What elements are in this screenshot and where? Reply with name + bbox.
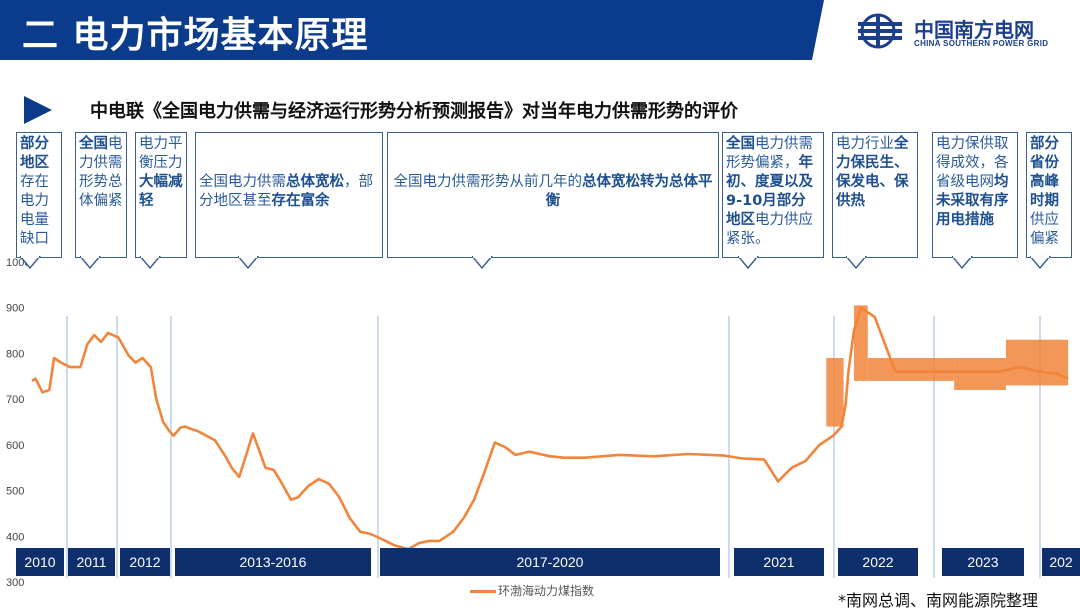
annotation-text-segment: 电力行业	[836, 136, 894, 152]
chart-legend: 环渤海动力煤指数	[470, 582, 594, 599]
period-label: 2022	[862, 554, 893, 570]
period-bar	[942, 548, 1024, 576]
series-line-coal-index	[31, 306, 1069, 551]
annotation-pointer	[1030, 256, 1051, 270]
period-bar	[734, 548, 824, 576]
period-bar	[16, 548, 64, 576]
annotation-text: 电力行业全力保民生、保发电、保供热	[836, 135, 914, 211]
annotation-text: 全国电力供需形势偏紧，年初、度夏以及9-10月部分地区电力供应紧张。	[726, 135, 820, 249]
annotation-2023: 电力保供取得成效，各省级电网均未采取有序用电措施	[932, 132, 1018, 258]
y-tick-label: 800	[6, 348, 24, 360]
page-title: 二 电力市场基本原理	[22, 15, 369, 56]
period-bar	[120, 548, 170, 576]
annotation-2024: 部分省份高峰时期供应偏紧	[1026, 132, 1072, 258]
annotation-2022: 电力行业全力保民生、保发电、保供热	[832, 132, 918, 258]
annotation-text-segment: ，部分地区甚至	[199, 174, 373, 209]
annotation-pointer	[846, 256, 867, 270]
annotation-bold-text: 均未采取有序用电措施	[936, 174, 1009, 228]
series-volatility-band	[853, 305, 868, 381]
series-volatility-band	[954, 358, 1006, 390]
period-label: 2023	[967, 554, 998, 570]
legend-label: 环渤海动力煤指数	[498, 584, 595, 598]
annotation-text-segment: 供应偏紧	[1030, 212, 1059, 247]
annotation-text: 全国电力供需形势从前几年的总体宽松转为总体平衡	[391, 173, 715, 211]
section-subtitle: 中电联《全国电力供需与经济运行形势分析预测报告》对当年电力供需形势的评价	[90, 101, 738, 122]
period-bar	[1042, 548, 1080, 576]
y-tick-label: 300	[6, 577, 24, 589]
period-bar	[68, 548, 115, 576]
annotation-pointer	[238, 256, 259, 270]
period-label: 2011	[76, 554, 106, 570]
annotation-bold-text: 大幅减轻	[139, 174, 183, 209]
annotation-pointer	[140, 256, 161, 270]
annotation-2010: 部分地区存在电力电量缺口	[16, 132, 62, 258]
source-footnote: *南网总调、南网能源院整理	[838, 591, 1039, 610]
period-bar	[175, 548, 371, 576]
annotation-bold-text: 总体宽松转为总体平衡	[545, 174, 713, 209]
annotation-pointer	[20, 256, 41, 270]
annotation-bold-text: 全力保民生、保发电、保供热	[836, 136, 909, 209]
annotation-text-segment: 电力供应紧张。	[726, 212, 813, 247]
period-label: 2017-2020	[517, 554, 584, 570]
legend-swatch	[470, 590, 496, 594]
y-tick-label: 600	[6, 440, 24, 452]
annotation-2021: 全国电力供需形势偏紧，年初、度夏以及9-10月部分地区电力供应紧张。	[722, 132, 824, 258]
y-tick-label: 900	[6, 303, 24, 315]
period-label: 202	[1049, 554, 1073, 570]
annotation-bold-text: 存在富余	[271, 193, 330, 209]
annotation-2013-2016: 全国电力供需总体宽松，部分地区甚至存在富余	[195, 132, 383, 258]
period-bar	[838, 548, 918, 576]
annotation-text-segment: 电力保供取得成效，各省级电网	[936, 136, 1009, 190]
annotation-2011: 全国电力供需形势总体偏紧	[75, 132, 127, 258]
y-tick-label: 700	[6, 394, 24, 406]
annotation-pointer	[952, 256, 973, 270]
period-label: 2021	[763, 554, 794, 570]
annotation-text-segment: 电力供需形势总体偏紧	[79, 136, 123, 209]
annotation-text: 部分地区存在电力电量缺口	[20, 135, 58, 249]
grid-logo-icon	[858, 13, 902, 49]
annotation-text: 电力平衡压力大幅减轻	[139, 135, 183, 211]
annotation-text: 部分省份高峰时期供应偏紧	[1030, 135, 1068, 249]
period-label: 2012	[129, 554, 160, 570]
annotation-text-segment: 存在电力电量缺口	[20, 174, 49, 247]
logo-english-name: CHINA SOUTHERN POWER GRID	[914, 39, 1049, 48]
annotation-bold-text: 全国	[726, 136, 755, 152]
annotation-bold-text: 全国	[79, 136, 108, 152]
period-label: 2013-2016	[240, 554, 307, 570]
annotation-pointer	[472, 256, 493, 270]
series-volatility-band	[1005, 339, 1069, 386]
logo-chinese-name: 中国南方电网	[914, 18, 1034, 42]
annotation-bold-text: 部分省份高峰时期	[1030, 136, 1059, 209]
annotation-text: 全国电力供需形势总体偏紧	[79, 135, 123, 211]
play-triangle-icon	[24, 96, 52, 124]
annotation-text-segment: 全国电力供需	[199, 174, 286, 190]
annotation-text: 全国电力供需总体宽松，部分地区甚至存在富余	[199, 173, 379, 211]
company-logo: 中国南方电网 CHINA SOUTHERN POWER GRID	[856, 12, 1076, 52]
annotation-text: 电力保供取得成效，各省级电网均未采取有序用电措施	[936, 135, 1014, 230]
header-bar: 二 电力市场基本原理 中国南方电网 CHINA SOUTHERN POWER G…	[0, 0, 1080, 60]
series-volatility-band	[826, 358, 844, 427]
period-label: 2010	[24, 554, 55, 570]
annotation-pointer	[80, 256, 101, 270]
annotation-bold-text: 部分地区	[20, 136, 49, 171]
y-tick-label: 400	[6, 531, 24, 543]
annotation-text-segment: 全国电力供需形势从前几年的	[393, 174, 583, 190]
annotation-2012: 电力平衡压力大幅减轻	[135, 132, 187, 258]
annotation-bold-text: 总体宽松	[286, 174, 344, 190]
header-background	[0, 0, 824, 60]
annotation-pointer	[738, 256, 759, 270]
period-bar	[380, 548, 720, 576]
annotation-text-segment: 电力供需形势偏紧，	[726, 136, 813, 171]
annotation-bold-text: 年初、度夏以及9-10月部分地区	[726, 155, 813, 228]
series-volatility-band	[867, 358, 955, 381]
y-tick-label: 500	[6, 486, 24, 498]
annotation-text-segment: 电力平衡压力	[139, 136, 183, 171]
annotation-2017-2020: 全国电力供需形势从前几年的总体宽松转为总体平衡	[387, 132, 719, 258]
